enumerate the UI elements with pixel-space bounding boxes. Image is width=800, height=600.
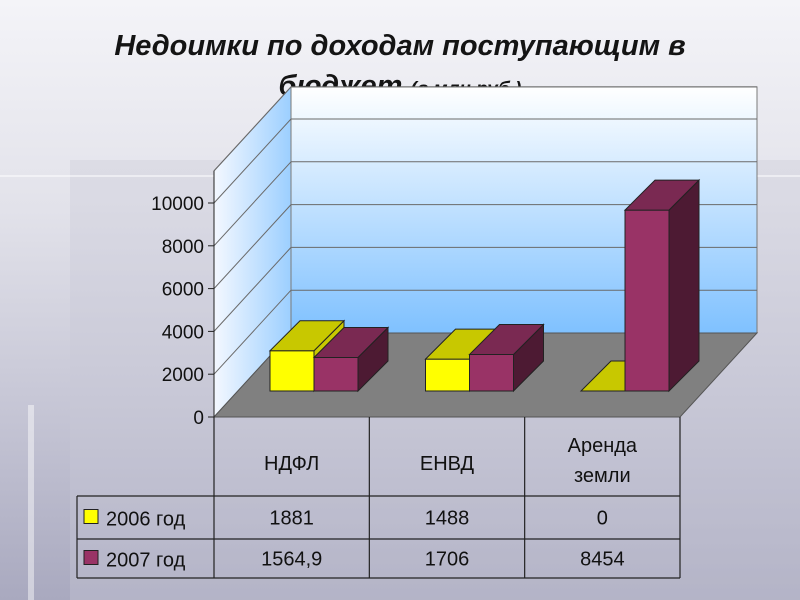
- gridline-side: [213, 247, 292, 332]
- bar-front: [269, 350, 315, 392]
- gridline-side: [213, 161, 292, 247]
- x-category-label-line: Аренда: [568, 435, 638, 457]
- data-label: 0: [597, 508, 608, 530]
- x-category-label: ЕНВД: [420, 453, 475, 475]
- y-tick-label: 2000: [162, 365, 204, 386]
- y-tick-label: 4000: [162, 322, 204, 343]
- bar-top: [268, 320, 346, 352]
- legend-entry: 2006 год: [106, 509, 186, 531]
- bar-front: [425, 358, 470, 392]
- data-label: 1706: [425, 549, 470, 571]
- y-tick-label: 6000: [162, 280, 204, 301]
- data-label: 1881: [269, 508, 314, 530]
- data-label: 1488: [425, 508, 470, 530]
- gridline-side: [213, 289, 292, 375]
- bar-top: [468, 323, 545, 355]
- y-tick-label: 8000: [162, 237, 204, 258]
- legend-swatch: [83, 550, 99, 565]
- bar-front: [469, 353, 514, 392]
- x-category-label-line: НДФЛ: [264, 453, 319, 475]
- gridline-side: [213, 204, 292, 289]
- bar-front: [624, 209, 670, 392]
- x-category-label-line: земли: [574, 465, 631, 487]
- x-category-label: Аренда земли: [568, 435, 638, 487]
- x-category-label-line: ЕНВД: [420, 453, 475, 475]
- background-stripe-vertical: [28, 405, 34, 600]
- gridline-side: [213, 118, 292, 204]
- legend-entry: 2007 год: [106, 550, 186, 572]
- data-label: 8454: [580, 549, 625, 571]
- x-category-label: НДФЛ: [264, 453, 319, 475]
- bar-front: [313, 357, 359, 392]
- y-tick-label: 0: [193, 408, 204, 429]
- legend-swatch: [83, 509, 99, 524]
- y-tick-label: 10000: [151, 194, 204, 215]
- bar-side: [668, 178, 700, 393]
- bar-top: [623, 179, 701, 211]
- bar-top: [312, 327, 390, 359]
- gridline-side: [213, 86, 292, 172]
- title-line-1: Недоимки по доходам поступающим в: [114, 30, 686, 62]
- data-label: 1564,9: [261, 549, 322, 571]
